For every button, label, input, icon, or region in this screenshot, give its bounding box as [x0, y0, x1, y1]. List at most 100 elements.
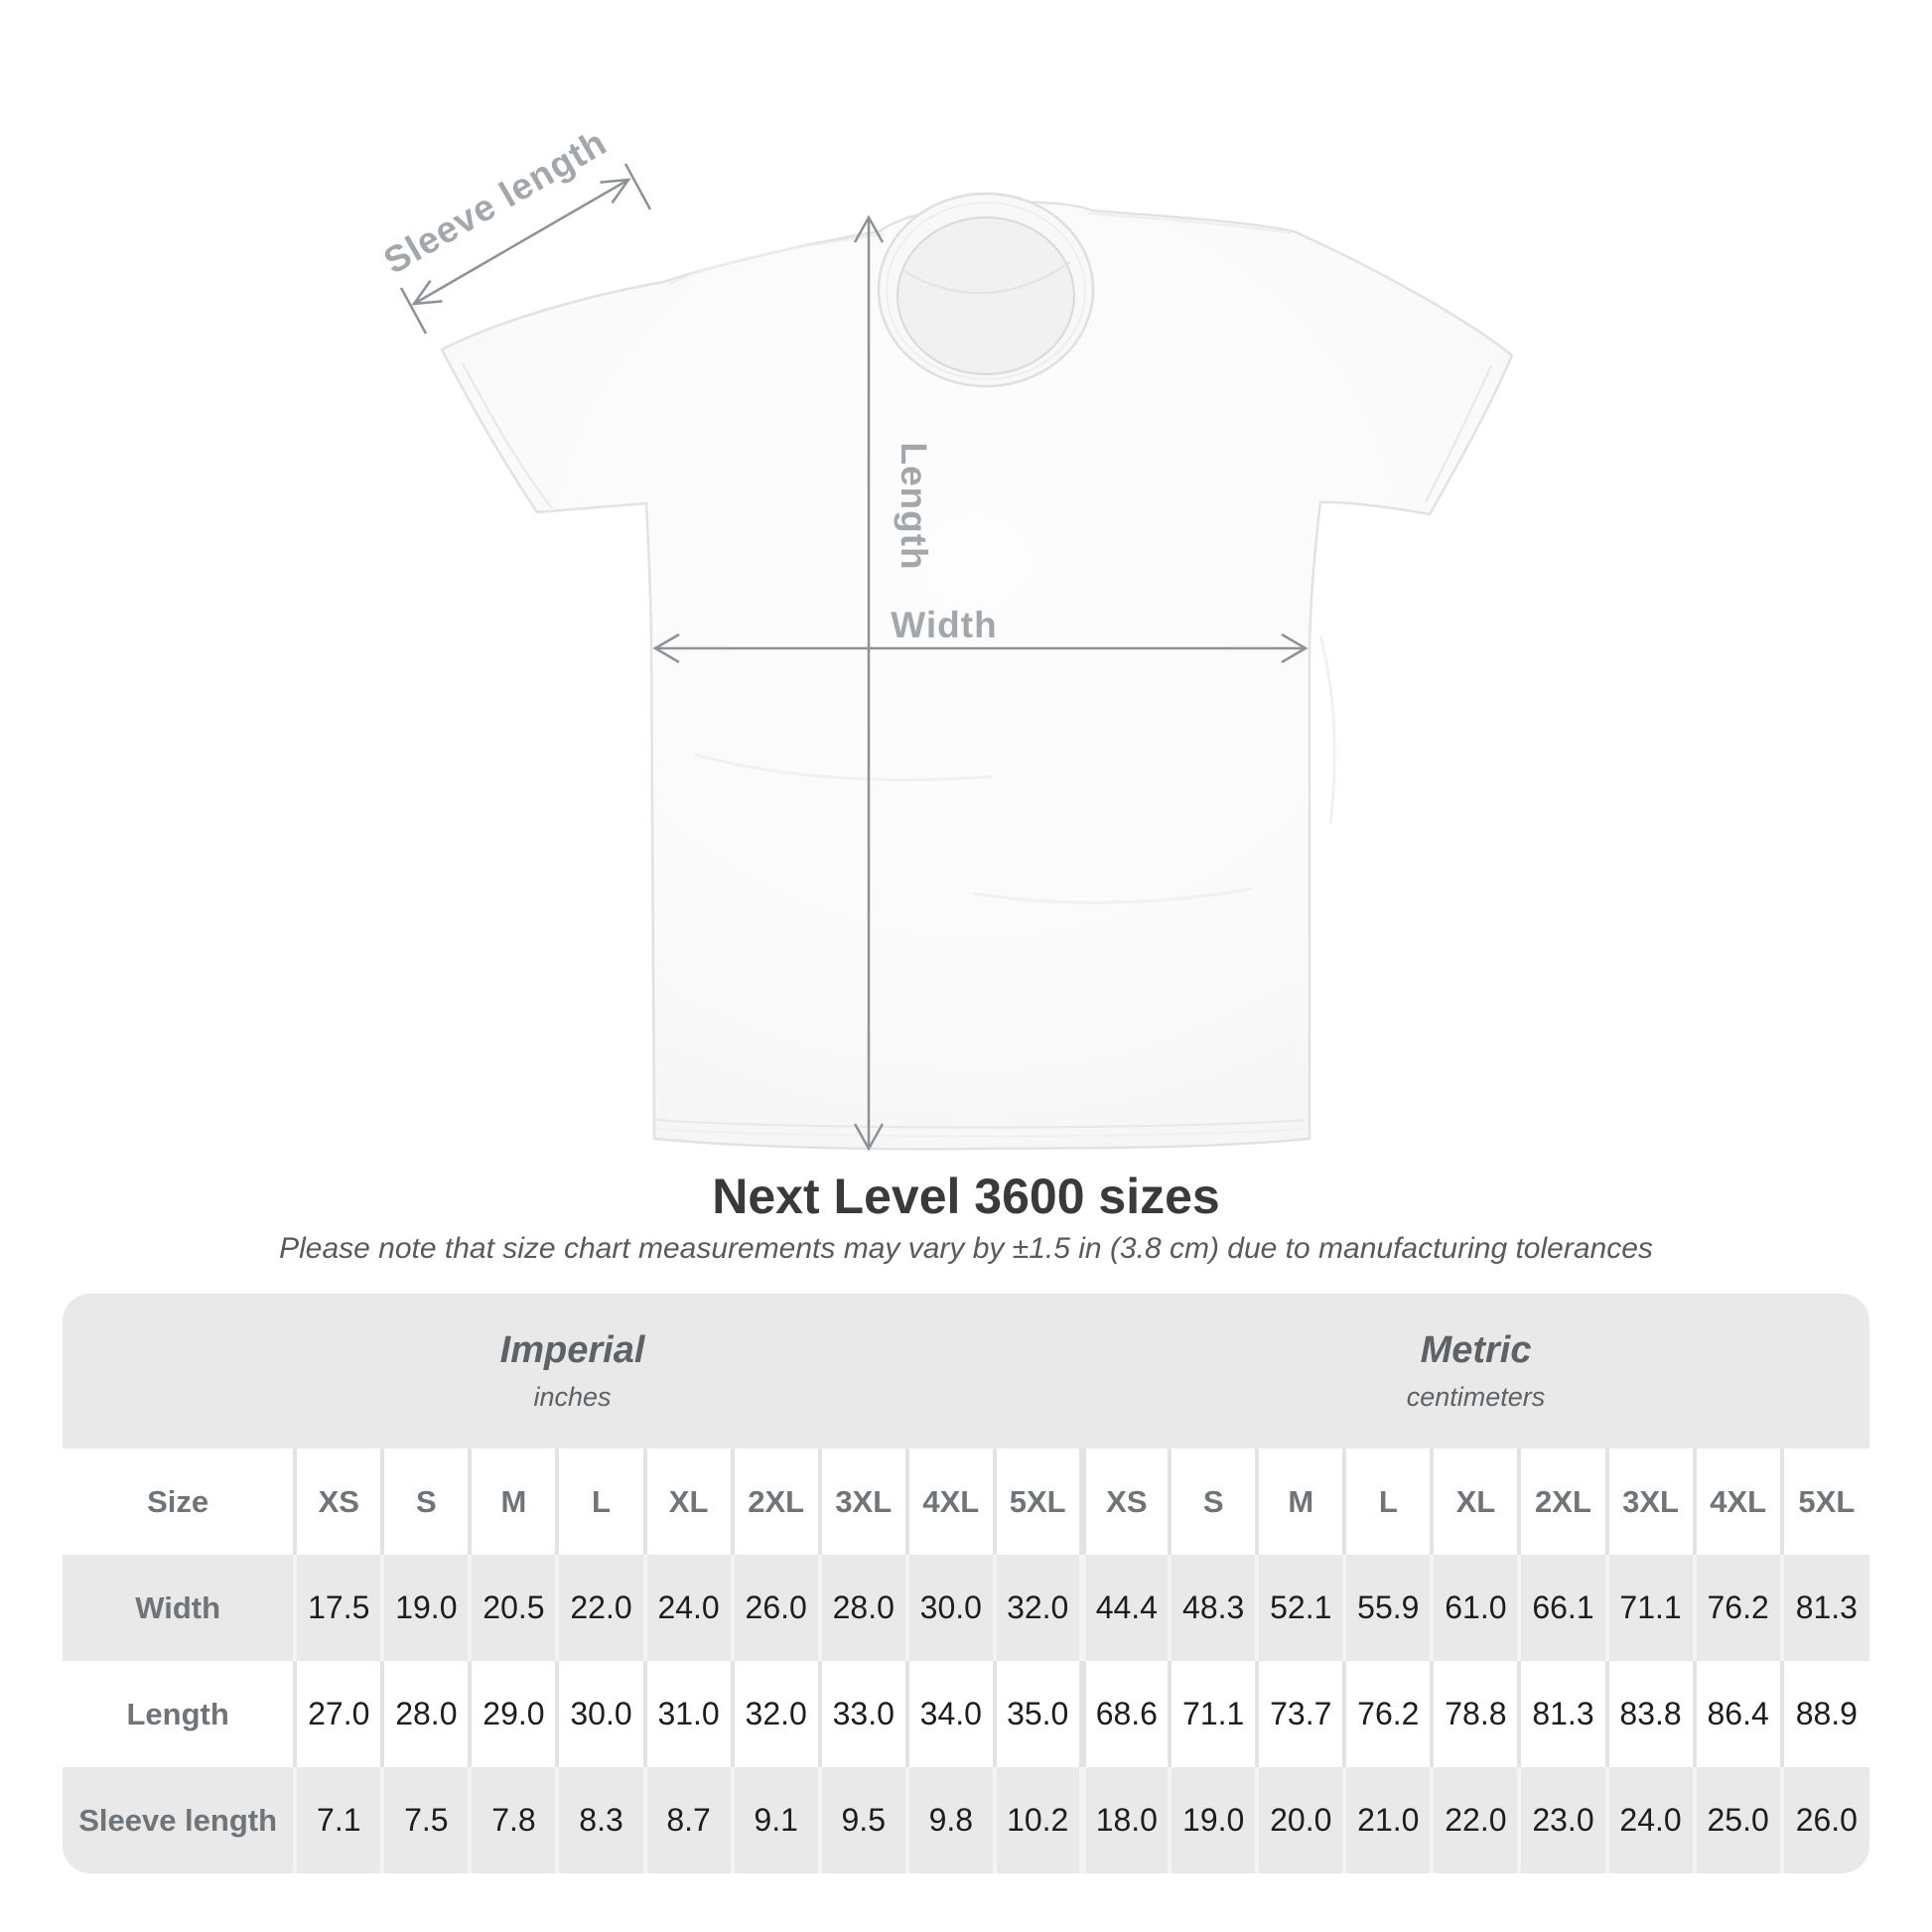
- cell-width-metric-s: 48.3: [1168, 1555, 1258, 1661]
- cell-length-imperial-4xl: 34.0: [904, 1661, 995, 1767]
- row-header-sleeve-length: Sleeve length: [78, 1802, 278, 1838]
- cell-width-metric-xl: 61.0: [1430, 1555, 1520, 1661]
- cell-width-metric-xs: 44.4: [1078, 1555, 1171, 1661]
- tolerance-note: Please note that size chart measurements…: [279, 1232, 1653, 1265]
- size-header-imperial-3xl: 3XL: [817, 1449, 907, 1555]
- cell-sleeve-length-metric-4xl: 25.0: [1692, 1767, 1782, 1873]
- cell-width-imperial-4xl: 30.0: [904, 1555, 995, 1661]
- cell-sleeve-length-metric-l: 21.0: [1342, 1767, 1433, 1873]
- cell-sleeve-length-metric-s: 19.0: [1168, 1767, 1258, 1873]
- cell-sleeve-length-imperial-3xl: 9.5: [817, 1767, 907, 1873]
- cell-sleeve-length-imperial-2xl: 9.1: [730, 1767, 820, 1873]
- cell-sleeve-length-metric-xl: 22.0: [1430, 1767, 1520, 1873]
- cell-width-imperial-l: 22.0: [555, 1555, 645, 1661]
- cell-sleeve-length-imperial-m: 7.8: [468, 1767, 558, 1873]
- cell-sleeve-length-imperial-5xl: 10.2: [992, 1767, 1083, 1873]
- cell-length-metric-xl: 78.8: [1430, 1661, 1520, 1767]
- length-dimension-line: [853, 214, 885, 1152]
- size-header-metric-2xl: 2XL: [1517, 1449, 1607, 1555]
- cell-length-imperial-l: 30.0: [555, 1661, 645, 1767]
- sleeve-dimension-line: [399, 163, 652, 335]
- metric-header: Metric centimeters: [1082, 1294, 1869, 1449]
- cell-sleeve-length-imperial-l: 8.3: [555, 1767, 645, 1873]
- table-row-length: Length 27.0 28.0 29.0 30.0 31.0 32.0 33.0 34.0 35…: [63, 1661, 1869, 1767]
- table-row-width: Width 17.5 19.0 20.5 22.0 24.0 26.0 28.0 30.0 32.…: [63, 1555, 1869, 1661]
- size-header-metric-4xl: 4XL: [1692, 1449, 1782, 1555]
- tshirt-outline: [440, 192, 1514, 1151]
- cell-sleeve-length-imperial-xs: 7.1: [293, 1767, 383, 1873]
- metric-label: Metric: [1420, 1329, 1532, 1372]
- size-header-metric-5xl: 5XL: [1779, 1449, 1869, 1555]
- size-header-imperial-xl: XL: [642, 1449, 733, 1555]
- metric-sublabel: centimeters: [1406, 1381, 1546, 1412]
- unit-header-row: Imperial inches Metric centimeters: [63, 1294, 1869, 1449]
- size-column-header: Size: [147, 1483, 209, 1519]
- cell-width-imperial-3xl: 28.0: [817, 1555, 907, 1661]
- cell-width-imperial-m: 20.5: [468, 1555, 558, 1661]
- tshirt-diagram: Sleeve length Length Width: [377, 122, 1514, 1152]
- cell-length-imperial-3xl: 33.0: [817, 1661, 907, 1767]
- cell-sleeve-length-metric-m: 20.0: [1255, 1767, 1345, 1873]
- size-header-metric-xl: XL: [1430, 1449, 1520, 1555]
- width-dimension-line: [652, 632, 1309, 664]
- cell-sleeve-length-metric-3xl: 24.0: [1604, 1767, 1695, 1873]
- cell-width-imperial-xs: 17.5: [293, 1555, 383, 1661]
- size-header-imperial-4xl: 4XL: [904, 1449, 995, 1555]
- cell-length-imperial-xs: 27.0: [293, 1661, 383, 1767]
- size-chart-panel: Imperial inches Metric centimeters Size …: [63, 1294, 1869, 1873]
- imperial-sublabel: inches: [533, 1381, 612, 1412]
- cell-length-metric-4xl: 86.4: [1692, 1661, 1782, 1767]
- size-header-imperial-5xl: 5XL: [992, 1449, 1083, 1555]
- size-header-metric-3xl: 3XL: [1604, 1449, 1695, 1555]
- cell-sleeve-length-imperial-s: 7.5: [380, 1767, 471, 1873]
- size-header-metric-m: M: [1255, 1449, 1345, 1555]
- cell-width-metric-2xl: 66.1: [1517, 1555, 1607, 1661]
- cell-width-imperial-5xl: 32.0: [992, 1555, 1083, 1661]
- cell-length-metric-m: 73.7: [1255, 1661, 1345, 1767]
- size-header-imperial-m: M: [468, 1449, 558, 1555]
- cell-width-metric-5xl: 81.3: [1779, 1555, 1869, 1661]
- collar: [877, 192, 1095, 388]
- size-header-imperial-xs: XS: [293, 1449, 383, 1555]
- imperial-header: Imperial inches: [63, 1294, 1082, 1449]
- size-header-imperial-s: S: [380, 1449, 471, 1555]
- table-row-sleeve-length: Sleeve length 7.1 7.5 7.8 8.3 8.7 9.1 9.5 9.8 10.…: [63, 1767, 1869, 1873]
- cell-length-metric-5xl: 88.9: [1779, 1661, 1869, 1767]
- cell-sleeve-length-metric-2xl: 23.0: [1517, 1767, 1607, 1873]
- imperial-label: Imperial: [499, 1329, 645, 1372]
- cell-width-metric-4xl: 76.2: [1692, 1555, 1782, 1661]
- cell-length-imperial-5xl: 35.0: [992, 1661, 1083, 1767]
- size-chart-table: Imperial inches Metric centimeters Size …: [63, 1294, 1869, 1873]
- cell-width-metric-m: 52.1: [1255, 1555, 1345, 1661]
- cell-sleeve-length-metric-xs: 18.0: [1078, 1767, 1171, 1873]
- size-header-metric-s: S: [1168, 1449, 1258, 1555]
- size-header-metric-xs: XS: [1078, 1449, 1171, 1555]
- cell-length-metric-s: 71.1: [1168, 1661, 1258, 1767]
- cell-width-metric-3xl: 71.1: [1604, 1555, 1695, 1661]
- page-title: Next Level 3600 sizes: [712, 1169, 1220, 1224]
- cell-length-metric-l: 76.2: [1342, 1661, 1433, 1767]
- cell-width-imperial-s: 19.0: [380, 1555, 471, 1661]
- row-header-length: Length: [126, 1696, 229, 1731]
- cell-sleeve-length-imperial-4xl: 9.8: [904, 1767, 995, 1873]
- width-label: Width: [891, 605, 997, 645]
- size-header-imperial-2xl: 2XL: [730, 1449, 820, 1555]
- cell-length-imperial-m: 29.0: [468, 1661, 558, 1767]
- cell-length-metric-3xl: 83.8: [1604, 1661, 1695, 1767]
- size-chart-body: Width 17.5 19.0 20.5 22.0 24.0 26.0 28.0 30.0 32.…: [63, 1555, 1869, 1873]
- cell-length-metric-2xl: 81.3: [1517, 1661, 1607, 1767]
- length-label: Length: [894, 442, 934, 570]
- cell-width-imperial-xl: 24.0: [642, 1555, 733, 1661]
- cell-width-metric-l: 55.9: [1342, 1555, 1433, 1661]
- cell-sleeve-length-metric-5xl: 26.0: [1779, 1767, 1869, 1873]
- size-header-metric-l: L: [1342, 1449, 1433, 1555]
- row-header-width: Width: [135, 1589, 221, 1625]
- cell-length-imperial-s: 28.0: [380, 1661, 471, 1767]
- cell-length-imperial-xl: 31.0: [642, 1661, 733, 1767]
- size-header-row: Size XS S M L XL 2XL 3XL 4XL 5XL XS S M L XL 2XL 3XL 4XL…: [63, 1449, 1869, 1555]
- cell-width-imperial-2xl: 26.0: [730, 1555, 820, 1661]
- cell-length-imperial-2xl: 32.0: [730, 1661, 820, 1767]
- size-header-imperial-l: L: [555, 1449, 645, 1555]
- cell-sleeve-length-imperial-xl: 8.7: [642, 1767, 733, 1873]
